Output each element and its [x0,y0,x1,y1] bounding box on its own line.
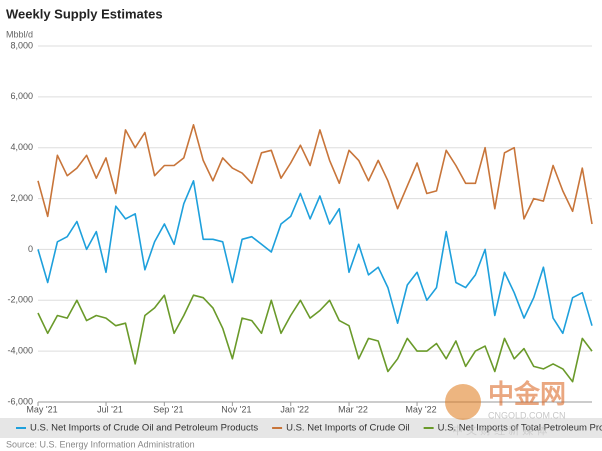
watermark-logo [445,384,481,420]
legend-box [0,418,602,438]
watermark-url: CNGOLD.COM.CN [488,410,566,420]
y-tick-label: 2,000 [10,193,33,203]
y-tick-label: -6,000 [7,396,33,406]
x-tick-label: May '21 [26,404,57,414]
x-tick-label: Mar '22 [338,404,368,414]
watermark-brand: 中金网 [488,379,566,409]
y-tick-label: 0 [28,244,33,254]
x-tick-label: Jan '22 [280,404,309,414]
chart-title: Weekly Supply Estimates [6,6,163,21]
source: Source: U.S. Energy Information Administ… [6,439,195,449]
legend-label: U.S. Net Imports of Total Petroleum Prod… [438,423,602,434]
y-tick-label: 8,000 [10,40,33,50]
legend-label: U.S. Net Imports of Crude Oil and Petrol… [30,423,258,434]
y-tick-label: -4,000 [7,346,33,356]
x-tick-label: Sep '21 [153,404,183,414]
x-tick-label: Jul '21 [97,404,123,414]
y-axis-label: Mbbl/d [6,29,33,39]
x-tick-label: Nov '21 [221,404,251,414]
series-line [37,124,593,225]
x-tick-label: May '22 [405,404,436,414]
series-line [37,180,593,335]
watermark-tagline: 中 文 财 经 新 媒 体 [452,423,547,437]
y-tick-label: -2,000 [7,295,33,305]
y-tick-label: 4,000 [10,142,33,152]
y-tick-label: 6,000 [10,91,33,101]
series-line [37,294,593,383]
legend-label: U.S. Net Imports of Crude Oil [286,423,410,434]
watermark: 中金网 CNGOLD.COM.CN 中 文 财 经 新 媒 体 [445,379,566,437]
